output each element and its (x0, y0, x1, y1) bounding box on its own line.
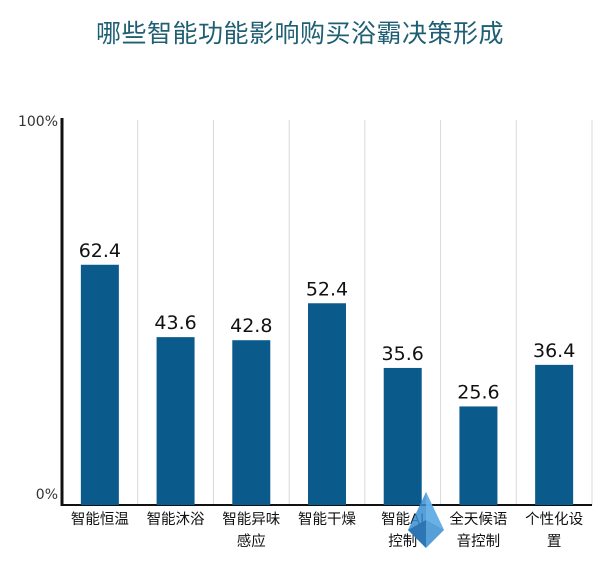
data-label: 25.6 (457, 381, 499, 403)
bar (232, 340, 271, 505)
bar (156, 337, 195, 505)
data-label: 52.4 (306, 278, 348, 300)
data-label: 36.4 (533, 340, 575, 362)
data-label: 62.4 (79, 240, 121, 262)
value-labels: 62.4 43.6 42.8 52.4 35.6 25.6 36.4 (79, 240, 576, 404)
y-tick-label: 100% (18, 114, 58, 130)
category-label: 控制 (388, 533, 417, 550)
bars (80, 264, 574, 505)
bar (459, 406, 498, 505)
category-label: 置 (547, 534, 562, 550)
bar (80, 264, 119, 505)
category-label: 智能异味 (222, 511, 280, 528)
y-tick-label: 0% (36, 487, 58, 503)
category-label: 个性化设 (525, 511, 583, 528)
bar (383, 367, 422, 505)
watermark-logo (408, 492, 444, 548)
category-label: 智能干燥 (298, 511, 356, 528)
data-label: 42.8 (230, 315, 272, 337)
bar (308, 303, 346, 505)
category-label: 全天候语 (449, 510, 507, 528)
category-label: 智能沐浴 (147, 511, 205, 528)
grid-lines (137, 120, 593, 505)
category-label: 智能恒温 (71, 511, 129, 528)
category-label: 音控制 (457, 533, 501, 550)
category-label: 感应 (237, 532, 266, 550)
data-label: 43.6 (154, 312, 196, 334)
chart-title: 哪些智能功能影响购买浴霸决策形成 (95, 19, 504, 48)
data-label: 35.6 (382, 343, 424, 365)
bar (535, 364, 574, 505)
